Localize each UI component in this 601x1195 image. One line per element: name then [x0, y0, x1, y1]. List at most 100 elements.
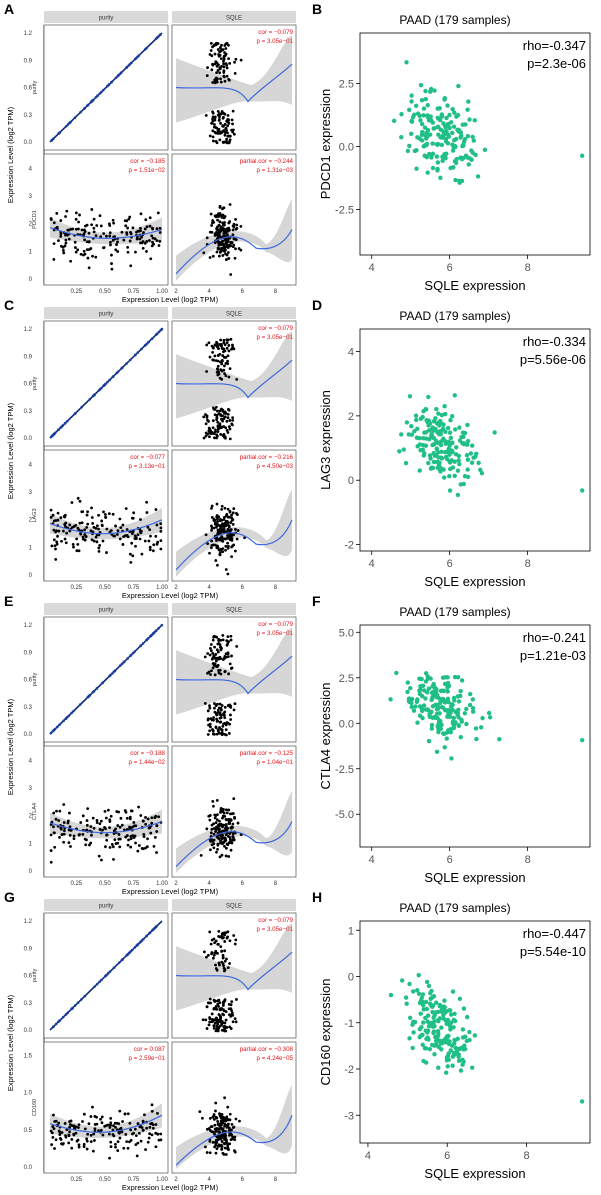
scatter-point	[231, 822, 235, 826]
scatter-point	[408, 686, 413, 691]
scatter-point	[128, 215, 132, 219]
scatter-point	[223, 343, 227, 347]
scatter-point	[228, 134, 232, 138]
scatter-point	[211, 81, 215, 84]
scatter-point	[218, 643, 222, 647]
scatter-point	[210, 718, 214, 722]
scatter-point	[222, 722, 225, 726]
scatter-point	[388, 992, 394, 998]
scatter-point	[224, 854, 228, 858]
loess-fit-line	[49, 820, 163, 834]
scatter-point	[468, 451, 474, 456]
scatter-point	[108, 826, 112, 830]
scatter-point	[215, 1007, 219, 1011]
scatter-point	[224, 548, 227, 552]
scatter-point	[221, 246, 225, 250]
scatter-point	[415, 444, 420, 449]
y-tick-label: 1.2	[24, 623, 33, 629]
scatter-point	[435, 429, 440, 435]
y-tick-label: 0	[29, 277, 33, 283]
scatter-point	[64, 233, 67, 237]
scatter-point	[439, 112, 445, 118]
scatter-point	[233, 1017, 237, 1021]
scatter-point	[432, 1043, 437, 1048]
scatter-point	[218, 551, 222, 554]
facet-strip	[172, 307, 296, 319]
scatter-point	[108, 846, 112, 849]
scatter-point	[73, 240, 77, 244]
scatter-point	[60, 833, 64, 836]
scatter-point	[403, 995, 409, 1000]
scatter-point	[445, 675, 450, 680]
scatter-point	[221, 522, 224, 526]
scatter-point	[455, 112, 461, 118]
scatter-point	[97, 527, 100, 531]
scatter-point	[450, 106, 455, 112]
scatter-point	[119, 1126, 123, 1130]
scatter-point	[94, 234, 98, 238]
x-tick-label: 2	[174, 1177, 178, 1183]
scatter-point	[425, 170, 430, 175]
panel-letter-g: G	[4, 889, 15, 905]
scatter-point	[231, 418, 235, 422]
scatter-point	[225, 842, 229, 846]
scatter-point	[429, 1003, 434, 1008]
scatter-point	[144, 816, 147, 819]
y-tick-label: 1	[348, 925, 354, 937]
scatter-point	[215, 233, 219, 237]
scatter-point	[59, 235, 63, 238]
scatter-point	[229, 273, 233, 276]
scatter-point	[218, 409, 222, 413]
scatter-point	[221, 1001, 225, 1005]
scatter-point	[129, 560, 133, 564]
scatter-point	[146, 837, 149, 841]
scatter-point	[99, 1117, 102, 1121]
scatter-point	[431, 459, 437, 465]
scatter-point	[216, 1025, 220, 1029]
scatter-point	[431, 1029, 437, 1034]
scatter-point	[145, 638, 148, 642]
scatter-point	[202, 415, 206, 419]
scatter-point	[222, 1013, 226, 1017]
scatter-point	[70, 501, 74, 504]
scatter-point	[123, 1112, 127, 1116]
scatter-point	[423, 443, 429, 448]
scatter-point	[473, 726, 479, 731]
scatter-point	[223, 733, 227, 736]
scatter-point	[426, 394, 431, 400]
scatter-point	[214, 525, 218, 529]
scatter-point	[150, 337, 154, 340]
scatter-point	[234, 527, 237, 531]
row-label-purity: purity	[32, 81, 38, 95]
scatter-point	[71, 543, 75, 546]
scatter-point	[145, 46, 148, 50]
scatter-point	[74, 412, 77, 415]
cor-gene-label: cor = −0.185	[130, 158, 165, 165]
scatter-point	[211, 651, 215, 655]
scatter-point	[139, 518, 142, 521]
scatter-point	[211, 139, 215, 143]
scatter-point	[220, 1028, 224, 1032]
scatter-point	[52, 538, 56, 542]
scatter-point	[423, 96, 428, 102]
scatter-point	[55, 540, 59, 544]
x-tick-label: 8	[274, 881, 278, 887]
scatter-point	[401, 447, 406, 452]
scatter-point	[213, 123, 216, 126]
scatter-point	[212, 804, 215, 808]
scatter-point	[215, 514, 219, 517]
panel-letter-e: E	[4, 593, 13, 609]
scatter-point	[94, 535, 98, 539]
scatter-point	[153, 926, 157, 930]
scatter-point	[418, 687, 423, 692]
scatter-point	[108, 234, 112, 238]
scatter-point	[132, 511, 136, 515]
scatter-point	[144, 1148, 147, 1151]
scatter-point	[222, 223, 226, 227]
scatter-point	[419, 708, 425, 714]
scatter-point	[215, 436, 218, 440]
scatter-point	[59, 516, 63, 520]
scatter-point	[228, 1118, 232, 1122]
scatter-point	[227, 425, 231, 428]
loess-fit-line	[49, 1114, 163, 1133]
